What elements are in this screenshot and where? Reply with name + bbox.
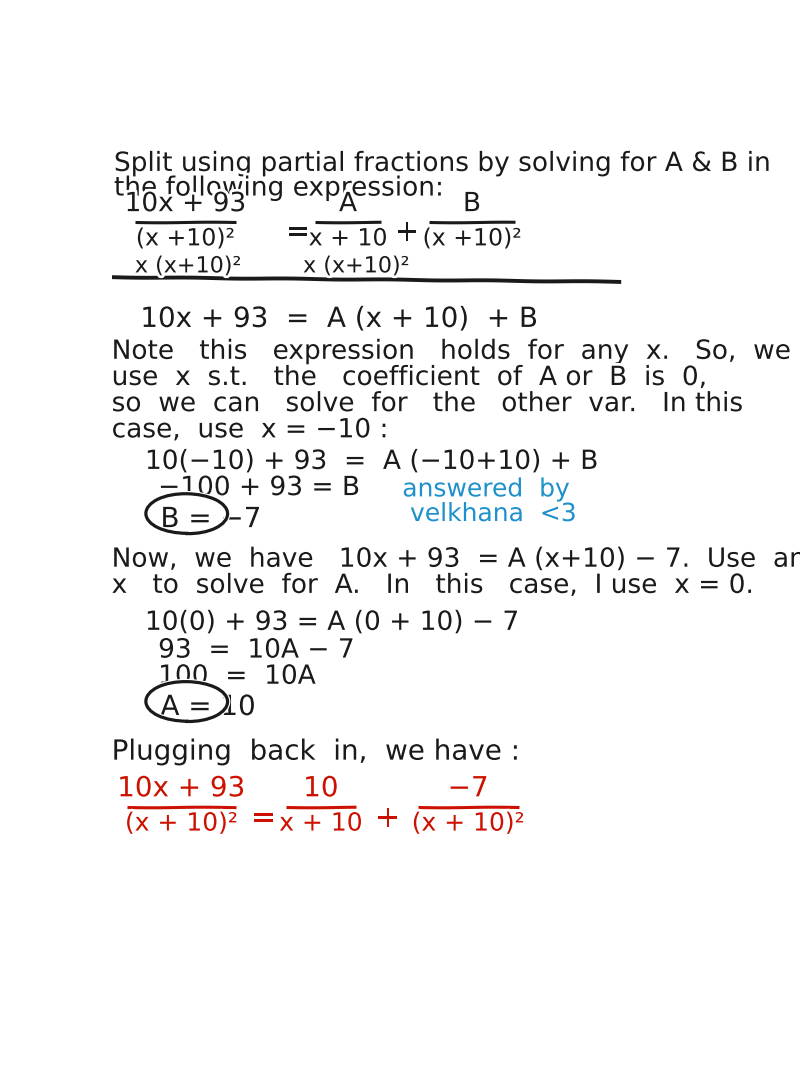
Text: 93  =  10A − 7: 93 = 10A − 7 <box>158 637 354 664</box>
Text: +: + <box>394 219 419 247</box>
Text: (x +10)²: (x +10)² <box>422 226 522 250</box>
Text: −7: −7 <box>448 774 489 802</box>
Text: Split using partial fractions by solving for A & B in: Split using partial fractions by solving… <box>114 151 772 177</box>
Text: use  x  s.t.   the   coefficient  of  A or  B  is  0,: use x s.t. the coefficient of A or B is … <box>112 365 708 391</box>
Text: answered  by: answered by <box>402 478 570 501</box>
Text: A: A <box>339 191 357 217</box>
Text: 10x + 93: 10x + 93 <box>125 191 246 217</box>
Text: 10x + 93  =  A (x + 10)  + B: 10x + 93 = A (x + 10) + B <box>140 305 539 333</box>
Text: velkhana  <3: velkhana <3 <box>410 502 577 526</box>
Text: x (x+10)²: x (x+10)² <box>135 257 242 276</box>
Text: (x + 10)²: (x + 10)² <box>125 812 238 835</box>
Text: 100  =  10A: 100 = 10A <box>158 664 315 690</box>
Text: 10(−10) + 93  =  A (−10+10) + B: 10(−10) + 93 = A (−10+10) + B <box>145 448 597 475</box>
Text: Plugging  back  in,  we have :: Plugging back in, we have : <box>112 737 520 765</box>
Text: B: B <box>463 191 481 217</box>
Text: x + 10: x + 10 <box>309 226 387 250</box>
Text: 10(0) + 93 = A (0 + 10) − 7: 10(0) + 93 = A (0 + 10) − 7 <box>145 610 518 636</box>
Text: (x + 10)²: (x + 10)² <box>412 812 525 835</box>
Text: =: = <box>251 804 277 833</box>
Text: case,  use  x = −10 :: case, use x = −10 : <box>112 417 389 443</box>
Text: x + 10: x + 10 <box>279 812 362 835</box>
Text: 10: 10 <box>303 774 338 802</box>
Text: x   to  solve  for  A.   In   this   case,  I use  x = 0.: x to solve for A. In this case, I use x … <box>112 572 754 599</box>
Text: =: = <box>286 219 310 247</box>
Text: A = 10: A = 10 <box>161 693 256 721</box>
Text: −100 + 93 = B: −100 + 93 = B <box>158 475 360 501</box>
Text: so  we  can   solve  for   the   other  var.   In this: so we can solve for the other var. In th… <box>112 391 744 417</box>
Text: 10x + 93: 10x + 93 <box>117 774 246 802</box>
Text: +: + <box>375 804 401 833</box>
Text: the following expression:: the following expression: <box>114 176 445 202</box>
Text: B = −7: B = −7 <box>161 506 262 534</box>
Text: x (x+10)²: x (x+10)² <box>303 257 410 276</box>
Text: (x +10)²: (x +10)² <box>136 226 234 250</box>
Text: Now,  we  have   10x + 93  = A (x+10) − 7.  Use  any: Now, we have 10x + 93 = A (x+10) − 7. Us… <box>112 547 800 572</box>
Text: Note   this   expression   holds  for  any  x.   So,  we: Note this expression holds for any x. So… <box>112 338 792 364</box>
